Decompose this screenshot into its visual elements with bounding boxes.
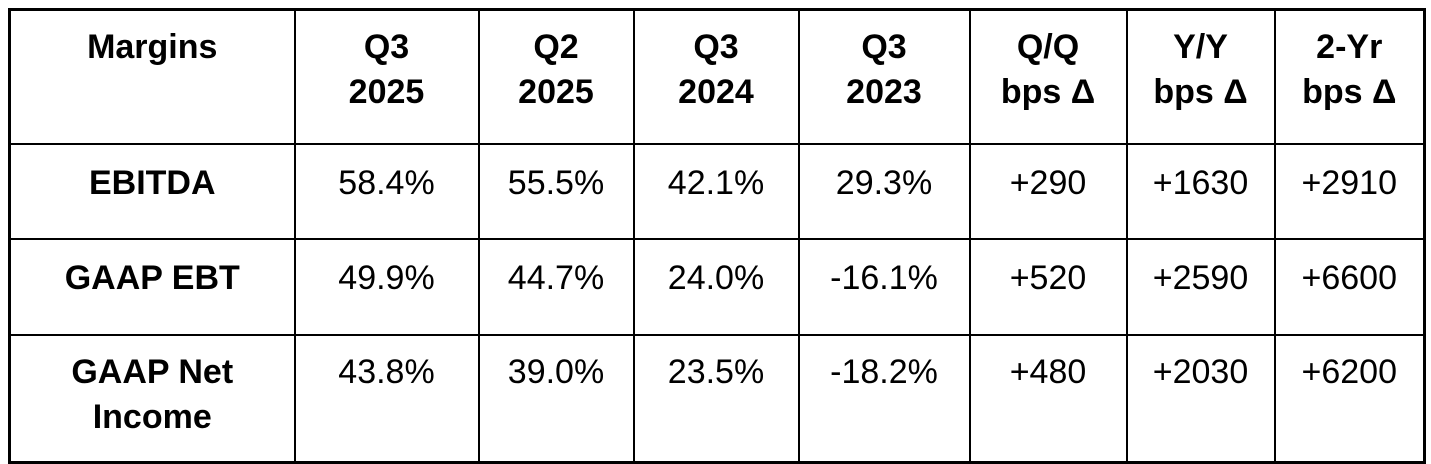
cell-gaap-net-income-q2-2025: 39.0% bbox=[477, 334, 635, 464]
cell-gaap-ebt-q2-2025: 44.7% bbox=[477, 238, 635, 336]
table-row-ebitda: EBITDA 58.4% 55.5% 42.1% 29.3% +290 +163… bbox=[8, 143, 1426, 240]
cell-ebitda-q2-2025: 55.5% bbox=[477, 143, 635, 240]
row-label-gaap-ebt: GAAP EBT bbox=[8, 238, 296, 336]
header-q3-2024: Q3 2024 bbox=[632, 8, 800, 145]
cell-gaap-ebt-2yr-bps: +6600 bbox=[1273, 238, 1426, 336]
row-label-gaap-net-income: GAAP Net Income bbox=[8, 334, 296, 464]
row-label-ebitda: EBITDA bbox=[8, 143, 296, 240]
cell-gaap-ebt-q3-2023: -16.1% bbox=[797, 238, 971, 336]
cell-gaap-ebt-q3-2024: 24.0% bbox=[632, 238, 800, 336]
cell-gaap-ebt-q3-2025: 49.9% bbox=[293, 238, 480, 336]
cell-gaap-ebt-yy-bps: +2590 bbox=[1125, 238, 1276, 336]
header-2yr-bps-delta: 2-Yr bps Δ bbox=[1273, 8, 1426, 145]
margins-table-page: Margins Q3 2025 Q2 2025 Q3 2024 Q3 2023 … bbox=[8, 8, 1426, 464]
header-yy-bps-delta: Y/Y bps Δ bbox=[1125, 8, 1276, 145]
cell-ebitda-q3-2024: 42.1% bbox=[632, 143, 800, 240]
header-q2-2025: Q2 2025 bbox=[477, 8, 635, 145]
cell-ebitda-q3-2025: 58.4% bbox=[293, 143, 480, 240]
header-qq-bps-delta: Q/Q bps Δ bbox=[968, 8, 1128, 145]
table-row-gaap-net-income: GAAP Net Income 43.8% 39.0% 23.5% -18.2%… bbox=[8, 334, 1426, 464]
cell-ebitda-q3-2023: 29.3% bbox=[797, 143, 971, 240]
margins-table: Margins Q3 2025 Q2 2025 Q3 2024 Q3 2023 … bbox=[8, 8, 1426, 464]
cell-ebitda-2yr-bps: +2910 bbox=[1273, 143, 1426, 240]
cell-gaap-net-income-2yr-bps: +6200 bbox=[1273, 334, 1426, 464]
cell-gaap-net-income-qq-bps: +480 bbox=[968, 334, 1128, 464]
cell-ebitda-qq-bps: +290 bbox=[968, 143, 1128, 240]
cell-gaap-net-income-q3-2023: -18.2% bbox=[797, 334, 971, 464]
table-row-gaap-ebt: GAAP EBT 49.9% 44.7% 24.0% -16.1% +520 +… bbox=[8, 238, 1426, 336]
header-q3-2025: Q3 2025 bbox=[293, 8, 480, 145]
header-q3-2023: Q3 2023 bbox=[797, 8, 971, 145]
cell-gaap-net-income-yy-bps: +2030 bbox=[1125, 334, 1276, 464]
cell-ebitda-yy-bps: +1630 bbox=[1125, 143, 1276, 240]
table-header-row: Margins Q3 2025 Q2 2025 Q3 2024 Q3 2023 … bbox=[8, 8, 1426, 145]
header-margins: Margins bbox=[8, 8, 296, 145]
cell-gaap-net-income-q3-2025: 43.8% bbox=[293, 334, 480, 464]
cell-gaap-net-income-q3-2024: 23.5% bbox=[632, 334, 800, 464]
cell-gaap-ebt-qq-bps: +520 bbox=[968, 238, 1128, 336]
